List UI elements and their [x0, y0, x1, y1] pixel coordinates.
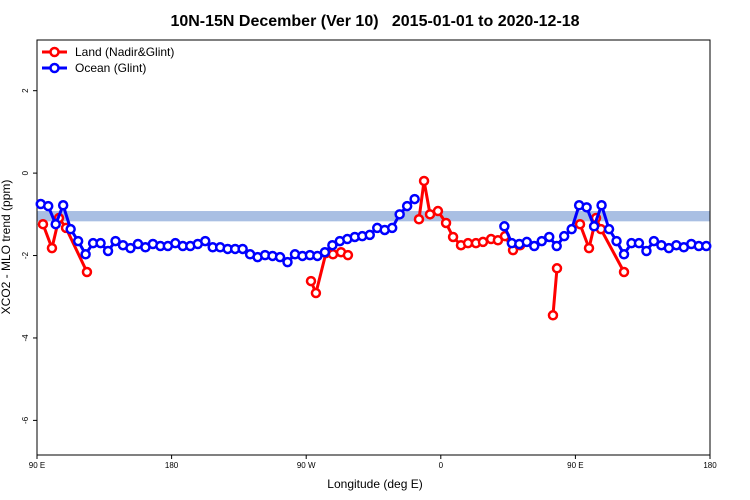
data-point [409, 193, 420, 205]
data-point [200, 235, 211, 247]
data-point [110, 235, 121, 247]
data-point [50, 218, 61, 230]
data-point [521, 236, 533, 248]
data-point [588, 221, 600, 232]
data-point [319, 246, 331, 258]
data-point [237, 243, 248, 255]
data-point [418, 175, 430, 187]
legend-label: Ocean (Glint) [75, 61, 146, 75]
data-point [543, 231, 555, 243]
x-tick-label: 0 [439, 461, 444, 470]
data-point [310, 287, 322, 299]
data-point [57, 200, 69, 211]
data-point [42, 200, 54, 212]
data-point [618, 266, 630, 278]
data-point [547, 310, 559, 321]
data-point [394, 209, 405, 220]
x-axis-label: Longitude (deg E) [327, 477, 422, 491]
x-tick-label: 90 E [29, 461, 45, 470]
data-point [566, 223, 577, 235]
data-point [125, 242, 136, 254]
data-point [611, 235, 622, 247]
legend-marker [49, 46, 60, 58]
data-point [536, 235, 547, 247]
data-point [648, 235, 660, 247]
data-point [37, 218, 49, 230]
x-tick-label: 90 W [297, 461, 316, 470]
data-point [574, 218, 586, 230]
y-tick-label: -4 [21, 334, 30, 342]
data-point [81, 266, 93, 278]
data-point [701, 240, 712, 252]
data-point [65, 223, 76, 235]
data-point [477, 236, 489, 248]
data-point [447, 231, 459, 243]
data-point [432, 205, 444, 217]
data-point [551, 240, 562, 252]
data-point [529, 240, 540, 252]
x-tick-label: 90 E [567, 461, 583, 470]
data-point [633, 237, 645, 249]
data-point [364, 229, 376, 241]
data-point [102, 245, 114, 257]
data-point [46, 242, 58, 254]
legend-label: Land (Nadir&Glint) [75, 45, 174, 59]
data-point [327, 239, 338, 251]
data-point [641, 245, 652, 257]
data-point [499, 221, 510, 232]
data-point [274, 251, 286, 263]
x-tick-label: 180 [165, 461, 179, 470]
data-point [413, 214, 425, 225]
data-point [282, 256, 293, 268]
y-tick-label: -6 [21, 416, 30, 424]
data-point [305, 275, 317, 287]
chart-title: 10N-15N December (Ver 10) 2015-01-01 to … [170, 13, 579, 30]
data-point [440, 217, 452, 229]
data-point [581, 202, 592, 213]
data-point [72, 235, 84, 247]
band [37, 211, 710, 222]
legend-marker [49, 62, 60, 74]
y-tick-label: 0 [21, 170, 30, 175]
data-point [327, 249, 339, 260]
data-point [95, 237, 106, 249]
data-point [80, 249, 91, 260]
y-tick-label: 2 [21, 88, 30, 93]
y-axis-label: XCO2 - MLO trend (ppm) [0, 180, 13, 315]
x-tick-label: 180 [703, 461, 717, 470]
data-point [551, 263, 563, 274]
data-point [596, 200, 607, 211]
data-point [618, 249, 630, 260]
y-tick-label: -2 [21, 251, 30, 259]
data-point [342, 249, 354, 261]
data-point [558, 230, 570, 242]
data-point [386, 222, 398, 234]
data-point [401, 200, 413, 212]
data-point [583, 242, 595, 254]
data-point [603, 223, 615, 235]
